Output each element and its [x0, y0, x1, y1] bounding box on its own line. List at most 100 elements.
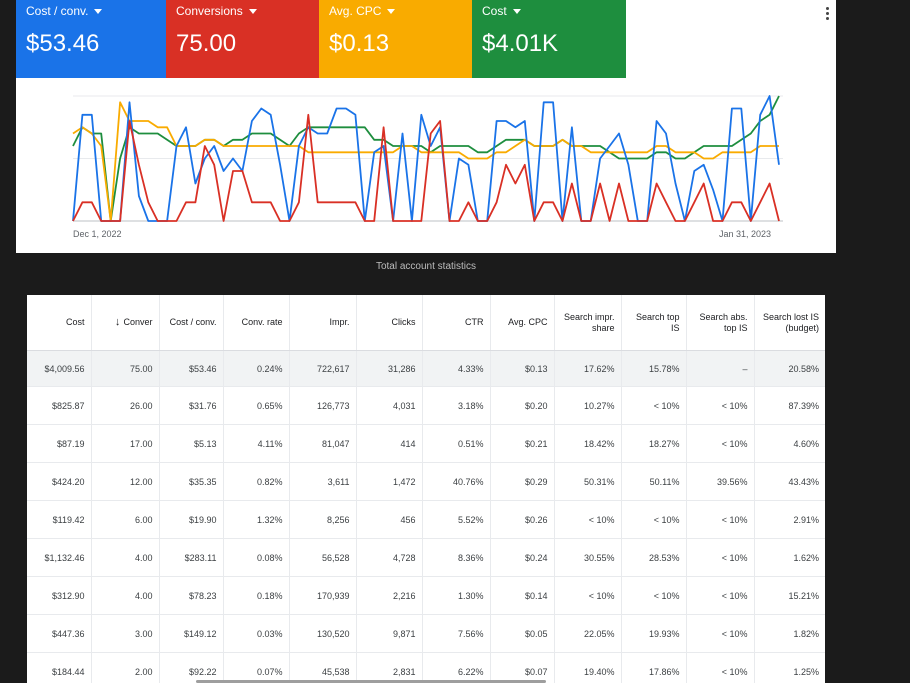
table-cell: $5.13 — [159, 424, 224, 463]
table-header-row: Cost ↓ Conver Cost / conv. Conv. rate Impr. C… — [27, 295, 825, 351]
more-vert-icon[interactable] — [821, 3, 833, 23]
kpi-value: $0.13 — [329, 30, 390, 57]
column-header[interactable]: Search impr. share — [554, 295, 622, 351]
kpi-value: 75.00 — [176, 30, 237, 57]
total-row[interactable]: $4,009.56 75.00 $53.46 0.24% 722,617 31,286 4.… — [27, 350, 825, 387]
table-cell: 3.18% — [422, 386, 491, 425]
column-label: Search abs. top IS — [699, 311, 748, 333]
table-cell: $0.29 — [490, 462, 555, 501]
column-header[interactable]: Impr. — [289, 295, 357, 351]
table-cell: 9,871 — [356, 614, 423, 653]
table-cell: 3.00 — [91, 614, 160, 653]
table-cell: 0.18% — [223, 576, 290, 615]
column-header[interactable]: Cost / conv. — [159, 295, 224, 351]
dropdown-arrow-icon[interactable] — [387, 8, 396, 14]
table-cell: 50.31% — [554, 462, 622, 501]
dropdown-arrow-icon[interactable] — [94, 8, 103, 14]
series-line-avg-cpc — [72, 101, 779, 222]
kpi-value: $4.01K — [482, 30, 559, 57]
column-header[interactable]: Search abs. top IS — [686, 295, 755, 351]
column-label: Clicks — [391, 317, 416, 327]
kpi-cost-per-conv[interactable]: Cost / conv. $53.46 — [16, 0, 166, 78]
table-row[interactable]: $184.44 2.00 $92.22 0.07% 45,538 2,831 6.22% $0… — [27, 652, 825, 683]
table-cell: 4,728 — [356, 538, 423, 577]
table-cell: 15.78% — [621, 350, 687, 387]
column-header[interactable]: Cost — [27, 295, 92, 351]
table-cell: $35.35 — [159, 462, 224, 501]
table-cell: $149.12 — [159, 614, 224, 653]
table-cell: 45,538 — [289, 652, 357, 683]
table-cell: 6.22% — [422, 652, 491, 683]
table-cell: 414 — [356, 424, 423, 463]
table-row[interactable]: $87.19 17.00 $5.13 4.11% 81,047 414 0.51% $0.21… — [27, 424, 825, 463]
table-cell: 28.53% — [621, 538, 687, 577]
table-cell: $447.36 — [27, 614, 92, 653]
table-cell: 87.39% — [754, 386, 825, 425]
table-cell: 4.60% — [754, 424, 825, 463]
table-row[interactable]: $1,132.46 4.00 $283.11 0.08% 56,528 4,728 8.36… — [27, 538, 825, 577]
column-label: Conver — [123, 317, 153, 327]
table-cell: < 10% — [621, 386, 687, 425]
table-cell: $0.05 — [490, 614, 555, 653]
table-cell: 5.52% — [422, 500, 491, 539]
table-cell: 0.65% — [223, 386, 290, 425]
table-cell: 7.56% — [422, 614, 491, 653]
line-chart — [72, 95, 783, 222]
table-cell: 4.00 — [91, 576, 160, 615]
kpi-label: Avg. CPC — [329, 4, 382, 18]
table-cell: 2.91% — [754, 500, 825, 539]
table-cell: $119.42 — [27, 500, 92, 539]
column-label: Search impr. share — [563, 311, 615, 333]
table-cell: $825.87 — [27, 386, 92, 425]
table-cell: 4.00 — [91, 538, 160, 577]
table-cell: 56,528 — [289, 538, 357, 577]
column-header[interactable]: Avg. CPC — [490, 295, 555, 351]
column-header[interactable]: CTR — [422, 295, 491, 351]
table-cell: $4,009.56 — [27, 350, 92, 387]
table-cell: 18.42% — [554, 424, 622, 463]
table-cell: 17.62% — [554, 350, 622, 387]
table-cell: 170,939 — [289, 576, 357, 615]
column-header[interactable]: Search top IS — [621, 295, 687, 351]
column-header[interactable]: Conv. rate — [223, 295, 290, 351]
kpi-avg-cpc[interactable]: Avg. CPC $0.13 — [319, 0, 472, 78]
x-axis-end-label: Jan 31, 2023 — [719, 229, 772, 239]
kpi-cost[interactable]: Cost $4.01K — [472, 0, 626, 78]
column-label: Impr. — [329, 317, 350, 327]
table-cell: 6.00 — [91, 500, 160, 539]
column-header[interactable]: ↓ Conver — [91, 295, 160, 351]
kpi-conversions[interactable]: Conversions 75.00 — [166, 0, 319, 78]
table-row[interactable]: $825.87 26.00 $31.76 0.65% 126,773 4,031 3.18%… — [27, 386, 825, 425]
dropdown-arrow-icon[interactable] — [512, 8, 521, 14]
column-header[interactable]: Search lost IS (budget) — [754, 295, 825, 351]
kpi-label: Cost — [482, 4, 507, 18]
column-label: Conv. rate — [241, 317, 283, 327]
table-cell: 19.40% — [554, 652, 622, 683]
chart-series — [72, 95, 780, 222]
column-header[interactable]: Clicks — [356, 295, 423, 351]
table-cell: $19.90 — [159, 500, 224, 539]
table-cell: < 10% — [554, 576, 622, 615]
table-cell: 1.25% — [754, 652, 825, 683]
table-cell: 15.21% — [754, 576, 825, 615]
series-line-cost-conv- — [72, 95, 780, 222]
dropdown-arrow-icon[interactable] — [248, 8, 257, 14]
table-cell: 81,047 — [289, 424, 357, 463]
table-cell: < 10% — [686, 576, 755, 615]
table-row[interactable]: $424.20 12.00 $35.35 0.82% 3,611 1,472 40.76% $… — [27, 462, 825, 501]
horizontal-scrollbar[interactable] — [196, 680, 546, 683]
table-cell: – — [686, 350, 755, 387]
table-cell: 4.33% — [422, 350, 491, 387]
table-cell: 0.03% — [223, 614, 290, 653]
table-cell: 75.00 — [91, 350, 160, 387]
stats-table-container: Cost ↓ Conver Cost / conv. Conv. rate Impr. C… — [27, 295, 825, 683]
kpi-value: $53.46 — [26, 30, 100, 57]
table-row[interactable]: $119.42 6.00 $19.90 1.32% 8,256 456 5.52% $0.26… — [27, 500, 825, 539]
table-row[interactable]: $312.90 4.00 $78.23 0.18% 170,939 2,216 1.30% $… — [27, 576, 825, 615]
table-cell: < 10% — [554, 500, 622, 539]
table-cell: 30.55% — [554, 538, 622, 577]
series-line-conversions — [72, 113, 780, 222]
column-label: Avg. CPC — [508, 317, 548, 327]
table-row[interactable]: $447.36 3.00 $149.12 0.03% 130,520 9,871 7.56%… — [27, 614, 825, 653]
table-cell: 0.07% — [223, 652, 290, 683]
